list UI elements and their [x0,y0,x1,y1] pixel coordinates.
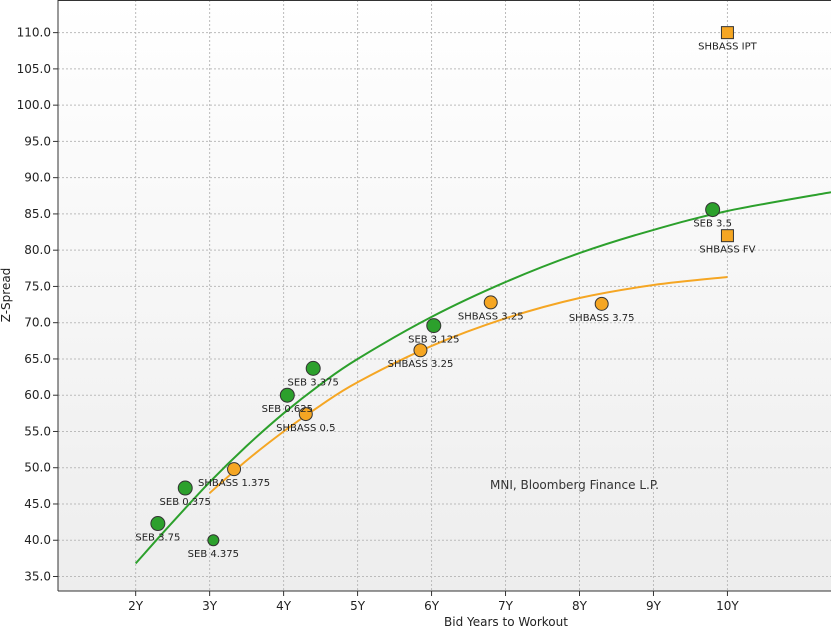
seb-point [207,534,220,547]
y-tick-label: 50.0 [24,461,51,475]
x-tick-label: 5Y [350,599,366,613]
fitted-curves [134,191,831,565]
x-tick-label: 8Y [572,599,588,613]
shbass-point [413,343,428,358]
source-note: MNI, Bloomberg Finance L.P. [490,478,659,492]
y-tick-label: 70.0 [24,316,51,330]
y-tick-label: 110.0 [17,26,51,40]
point-label: SHBASS 3.25 [388,359,454,370]
y-tick-label: 105.0 [17,62,51,76]
point-label: SEB 0.375 [160,497,211,508]
x-tick-label: 3Y [202,599,218,613]
data-points [150,26,734,547]
point-labels: SEB 3.75 SEB 0.375 SEB 4.375 SEB 0.625 SEB 3… [135,42,757,561]
seb-point [279,387,295,403]
point-label: SEB 3.375 [288,377,339,388]
point-label: SEB 0.625 [262,404,313,415]
y-tick-label: 35.0 [24,569,51,583]
x-tick-label: 6Y [424,599,440,613]
y-axis-title: Z-Spread [0,268,13,323]
point-label: SEB 3.125 [408,335,459,346]
x-axis-title: Bid Years to Workout [444,615,568,629]
shbass-point [227,462,242,477]
y-tick-label: 85.0 [24,207,51,221]
seb-point [426,318,442,334]
y-tick-label: 45.0 [24,497,51,511]
y-tick-label: 75.0 [24,279,51,293]
y-tick-label: 60.0 [24,388,51,402]
point-label: SHBASS IPT [698,42,757,53]
y-tick-label: 95.0 [24,134,51,148]
point-label: SEB 3.5 [693,219,732,230]
seb-point [150,516,166,532]
point-label: SHBASS 0.5 [276,423,335,434]
seb-point [705,202,721,218]
y-tick-label: 90.0 [24,171,51,185]
seb-point [305,360,321,376]
y-tick-label: 55.0 [24,424,51,438]
y-tick-label: 65.0 [24,352,51,366]
point-label: SHBASS 3.25 [458,311,524,322]
axes: 35.0 40.0 45.0 50.0 55.0 60.0 65.0 70.0 75.0 80.0… [17,0,831,613]
point-label: SHBASS FV [699,245,755,256]
x-tick-label: 2Y [128,599,144,613]
shbass-fitted-curve [208,276,728,494]
point-label: SHBASS 3.75 [569,313,635,324]
shbass-square-marker [720,229,734,243]
shbass-point [298,407,313,422]
x-tick-label: 9Y [646,599,662,613]
x-tick-label: 10Y [716,599,739,613]
x-tick-label: 4Y [276,599,292,613]
x-tick-label: 7Y [498,599,514,613]
grid-lines [58,0,831,591]
shbass-point [483,295,498,310]
y-tick-label: 100.0 [17,98,51,112]
y-tick-label: 80.0 [24,243,51,257]
seb-point [177,480,193,496]
shbass-point [594,296,609,311]
y-tick-label: 40.0 [24,533,51,547]
point-label: SEB 3.75 [135,533,180,544]
shbass-square-marker [720,26,734,40]
seb-fitted-curve [134,191,831,565]
point-label: SEB 4.375 [188,549,239,560]
point-label: SHBASS 1.375 [198,478,270,489]
